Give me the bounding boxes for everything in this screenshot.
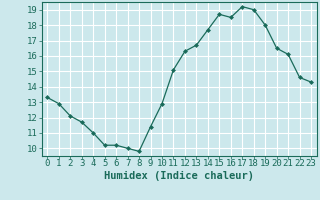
X-axis label: Humidex (Indice chaleur): Humidex (Indice chaleur) [104, 171, 254, 181]
